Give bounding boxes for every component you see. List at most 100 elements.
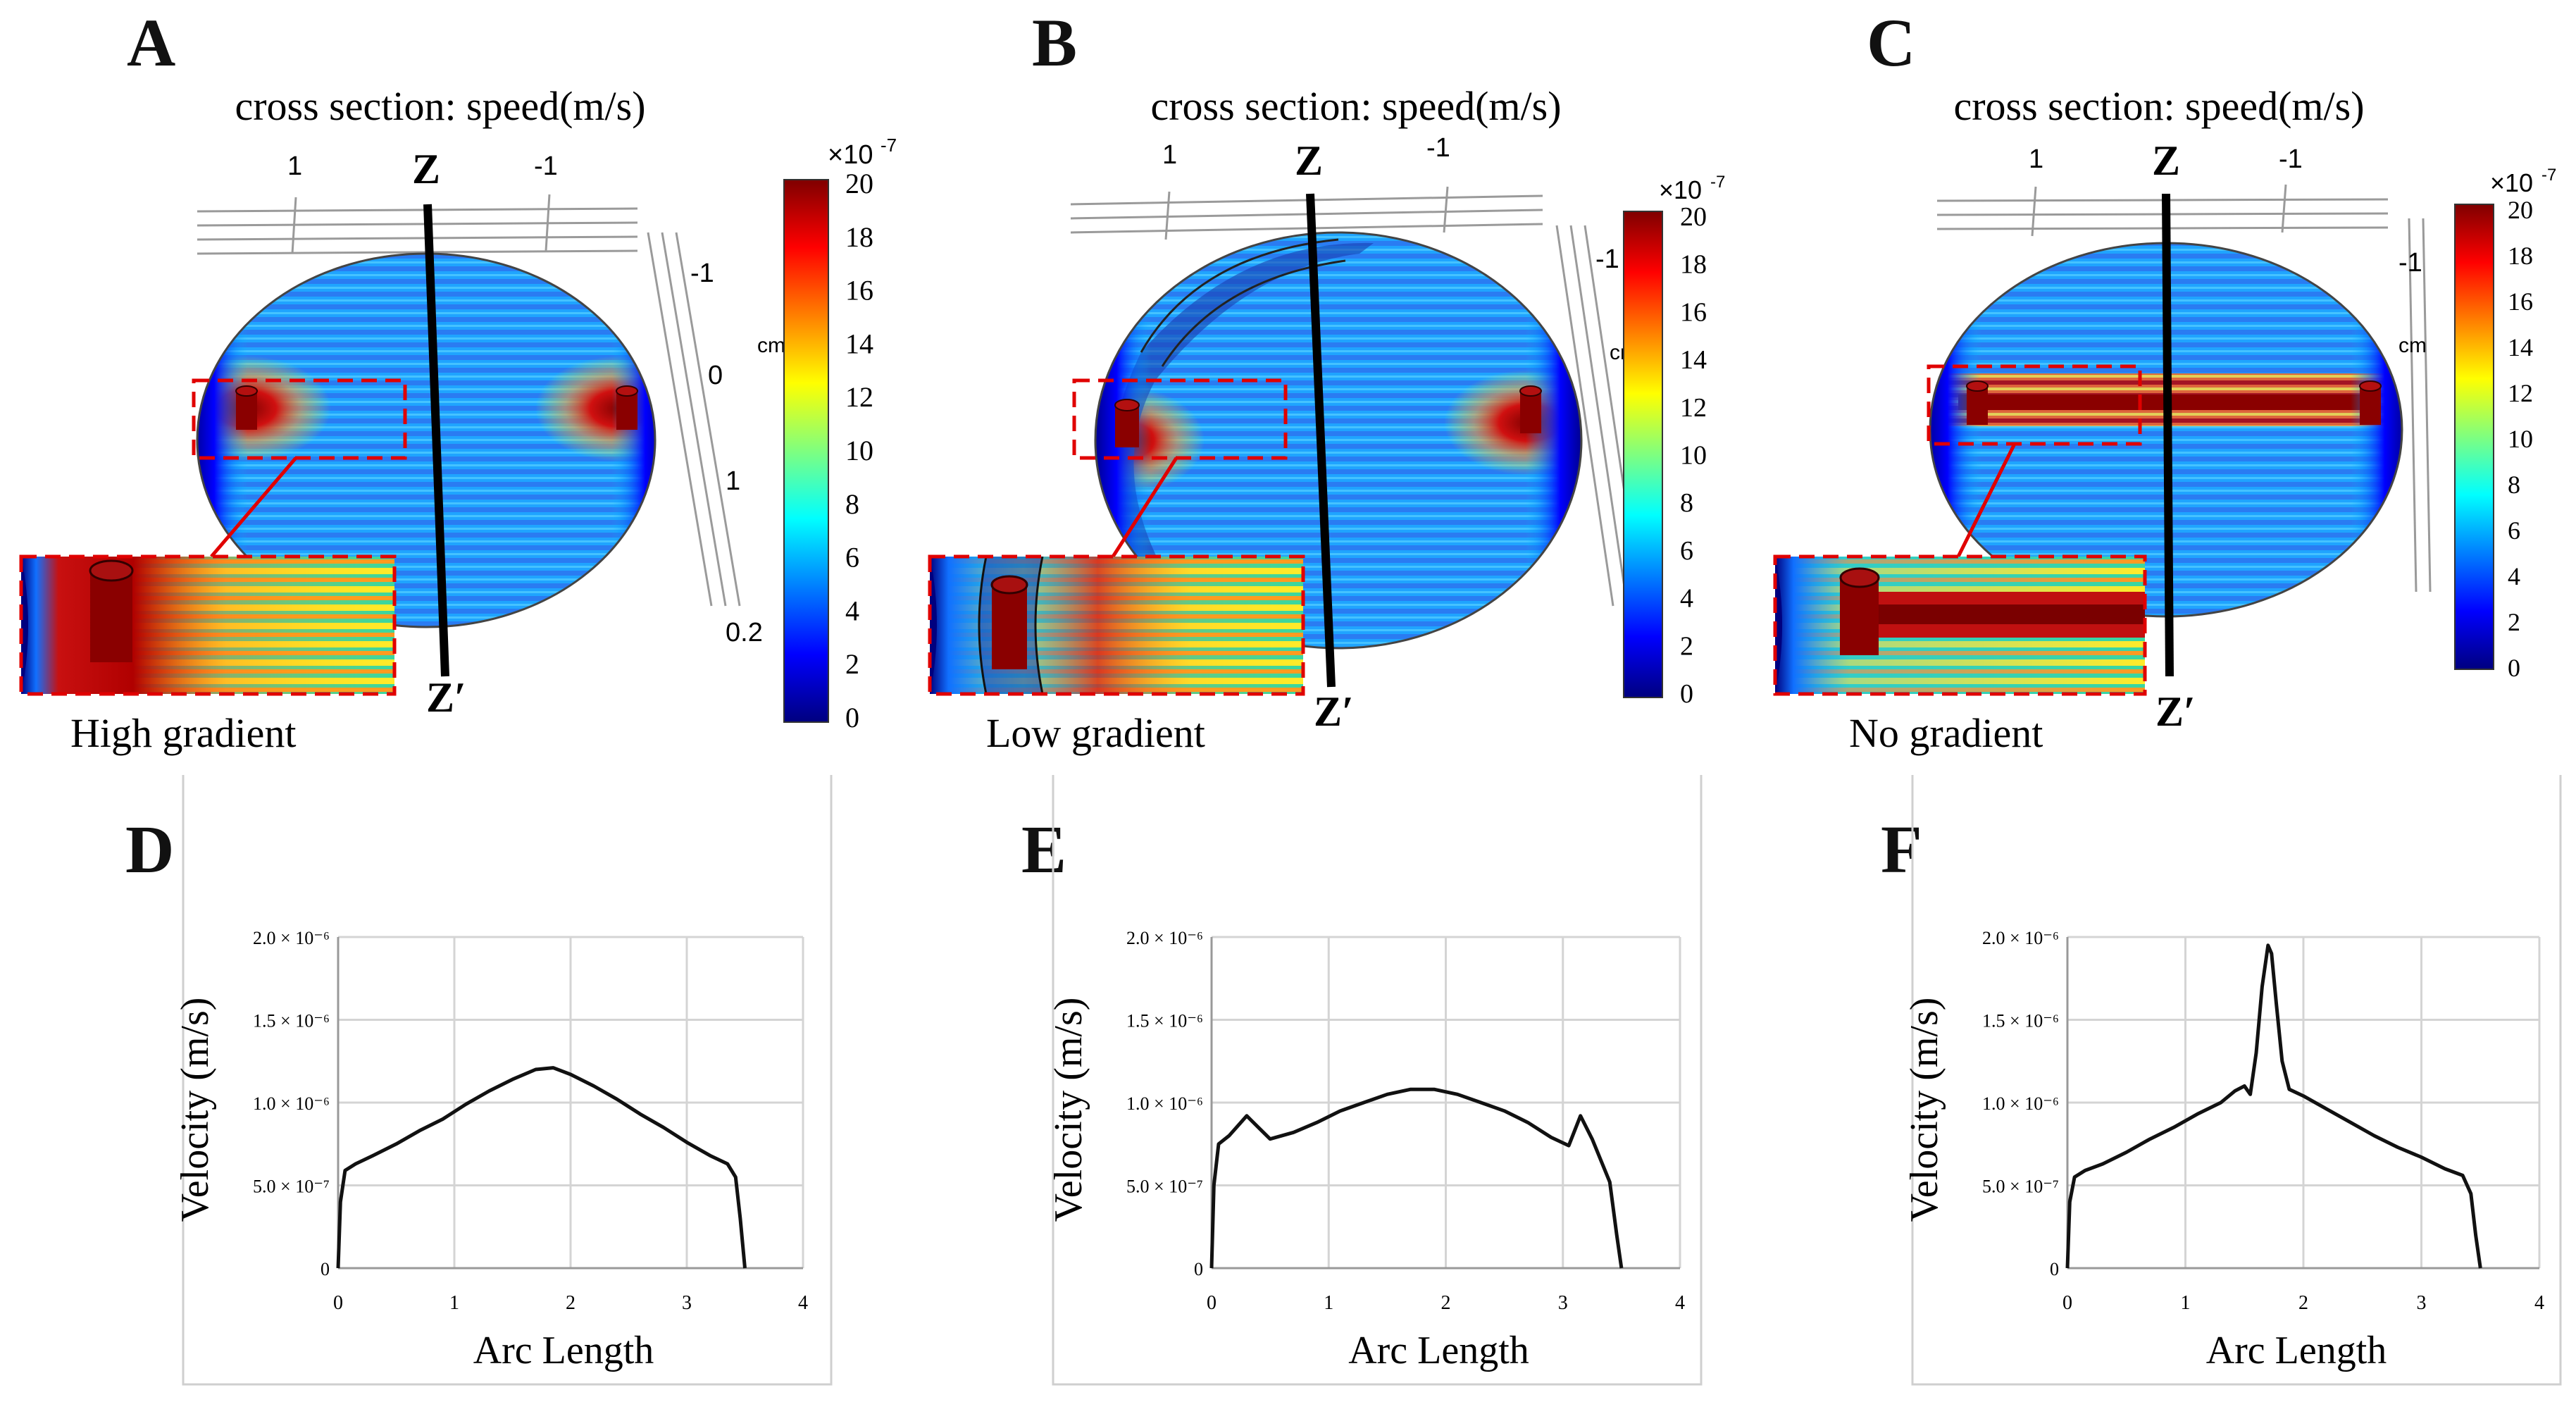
caption-b: Low gradient bbox=[986, 710, 1205, 756]
colorbar-tick-label: 0 bbox=[1680, 679, 1693, 709]
z-label-a: Z bbox=[412, 146, 440, 192]
y-tick-label: 1.0 × 10⁻⁶ bbox=[253, 1093, 330, 1114]
tick-side-b: -1 bbox=[1595, 244, 1619, 274]
x-tick-label: 1 bbox=[449, 1292, 459, 1314]
x-tick-label: 1 bbox=[2181, 1292, 2191, 1314]
y-axis-title: Velocity (m/s) bbox=[1903, 998, 1946, 1222]
colorbar-tick-label: 12 bbox=[845, 381, 873, 413]
tick-top-left: 1 bbox=[2029, 144, 2043, 174]
panel-b: cross section: speed(m/s) 1 -1 -1 cm bbox=[928, 83, 1725, 756]
colorbar-tick-label: 0 bbox=[845, 702, 859, 733]
colorbar-tick-label: 20 bbox=[1680, 202, 1707, 232]
velocity-series-line bbox=[2065, 943, 2482, 1269]
panel-c-title: cross section: speed(m/s) bbox=[1953, 83, 2364, 129]
x-tick-label: 3 bbox=[682, 1292, 692, 1314]
colorbar-tick-label: 12 bbox=[2508, 379, 2533, 407]
colorbar-exponent: -7 bbox=[881, 135, 897, 156]
pillar-b-left bbox=[1114, 399, 1140, 447]
colorbar-multiplier: ×10 bbox=[1659, 175, 1702, 204]
zoom-connector-b bbox=[1111, 457, 1178, 558]
chart-f: 0 1 2 3 4 0 5.0 × 10⁻⁷ 1.0 × 10⁻⁶ 1.5 × 10⁻⁶ 2.0 … bbox=[1903, 775, 2562, 1386]
colorbar-tick-label: 8 bbox=[2508, 471, 2520, 499]
chart-frame bbox=[1911, 775, 2562, 1386]
x-axis-title: Arc Length bbox=[1348, 1329, 1529, 1372]
disk-outline-b bbox=[1094, 231, 1583, 650]
y-tick-label: 1.5 × 10⁻⁶ bbox=[1126, 1011, 1203, 1031]
x-tick-label: 4 bbox=[2534, 1292, 2544, 1314]
y-tick-label: 1.0 × 10⁻⁶ bbox=[1126, 1093, 1203, 1114]
y-tick-label: 1.5 × 10⁻⁶ bbox=[253, 1011, 330, 1031]
pillar-c-right bbox=[2359, 380, 2382, 425]
tick-side-4: 0.2 bbox=[726, 618, 763, 647]
colorbar-tick-label: 12 bbox=[1680, 393, 1707, 423]
colorbar-tick-label: 2 bbox=[2508, 608, 2520, 636]
z-axis-line-c bbox=[2162, 193, 2174, 677]
colorbar-tick-label: 6 bbox=[2508, 516, 2520, 545]
colorbar-tick-label: 16 bbox=[2508, 287, 2533, 316]
tick-top-right: -1 bbox=[2279, 144, 2303, 174]
pillar-a-left bbox=[235, 385, 258, 430]
zoom-inset-a bbox=[19, 554, 397, 696]
z-prime-label-b: Z′ bbox=[1314, 688, 1354, 735]
colorbar-tick-label: 14 bbox=[2508, 333, 2533, 361]
tick-side-3: 1 bbox=[726, 466, 740, 496]
colorbar-tick-label: 16 bbox=[1680, 297, 1707, 327]
x-tick-label: 3 bbox=[1558, 1292, 1568, 1314]
x-tick-label: 0 bbox=[2062, 1292, 2072, 1314]
zoom-connector-c bbox=[1956, 442, 2017, 558]
z-prime-label-c: Z′ bbox=[2155, 688, 2196, 735]
pillar-b-right bbox=[1519, 385, 1542, 433]
chart-e: 0 1 2 3 4 0 5.0 × 10⁻⁷ 1.0 × 10⁻⁶ 1.5 × 10⁻⁶ 2.0 … bbox=[1047, 775, 1703, 1386]
tick-side-1: -1 bbox=[690, 259, 714, 288]
panel-letter-d: D bbox=[125, 812, 175, 887]
colorbar-tick-label: 10 bbox=[2508, 425, 2533, 453]
colorbar-tick-label: 8 bbox=[845, 488, 859, 520]
zoom-inset-c bbox=[1773, 554, 2147, 696]
zoom-region-b bbox=[1072, 378, 1288, 460]
zoom-inset-b bbox=[928, 554, 1305, 696]
velocity-series-line bbox=[336, 1066, 747, 1269]
colorbar-tick-label: 4 bbox=[2508, 562, 2520, 590]
y-tick-label: 0 bbox=[1194, 1259, 1203, 1279]
panel-letter-c: C bbox=[1867, 5, 1916, 80]
colorbar-tick-label: 4 bbox=[845, 595, 859, 626]
x-tick-label: 0 bbox=[1207, 1292, 1217, 1314]
tick-side-2: 0 bbox=[708, 361, 723, 390]
colorbar-tick-label: 14 bbox=[1680, 345, 1707, 375]
z-axis-line-b bbox=[1306, 193, 1336, 688]
x-tick-label: 2 bbox=[566, 1292, 575, 1314]
y-axis-title: Velocity (m/s) bbox=[173, 998, 217, 1222]
zoom-region-a bbox=[192, 378, 407, 460]
zoom-connector-a bbox=[210, 457, 297, 558]
simulation-panels: cross section: speed(m/s) 1 -1 -1 0 1 0.… bbox=[19, 83, 2556, 756]
panel-a: cross section: speed(m/s) 1 -1 -1 0 1 0.… bbox=[19, 83, 897, 756]
tick-top-left: 1 bbox=[287, 151, 302, 181]
panel-letter-b: B bbox=[1032, 5, 1078, 80]
zoom-region-c bbox=[1927, 364, 2142, 446]
y-tick-label: 2.0 × 10⁻⁶ bbox=[253, 928, 330, 948]
panel-letter-a: A bbox=[127, 5, 176, 80]
y-tick-label: 1.5 × 10⁻⁶ bbox=[1982, 1011, 2059, 1031]
x-tick-label: 1 bbox=[1324, 1292, 1333, 1314]
x-tick-label: 4 bbox=[798, 1292, 808, 1314]
unit-cm-a: cm bbox=[757, 334, 785, 357]
colorbar-tick-label: 8 bbox=[1680, 488, 1693, 518]
y-tick-label: 5.0 × 10⁻⁷ bbox=[253, 1177, 330, 1197]
x-tick-label: 2 bbox=[2298, 1292, 2308, 1314]
z-label-c: Z bbox=[2152, 137, 2180, 184]
unit-cm-c: cm bbox=[2398, 334, 2427, 357]
chart-frame bbox=[1052, 775, 1703, 1386]
panel-letter-f: F bbox=[1881, 812, 1922, 887]
y-axis-title: Velocity (m/s) bbox=[1047, 998, 1090, 1222]
y-tick-label: 1.0 × 10⁻⁶ bbox=[1982, 1093, 2059, 1114]
velocity-series-line bbox=[1209, 1087, 1624, 1269]
colorbar-tick-label: 6 bbox=[1680, 536, 1693, 566]
grid-lines bbox=[197, 194, 741, 607]
y-tick-label: 0 bbox=[321, 1259, 330, 1279]
x-tick-label: 2 bbox=[1441, 1292, 1451, 1314]
colorbar-tick-label: 6 bbox=[845, 542, 859, 573]
